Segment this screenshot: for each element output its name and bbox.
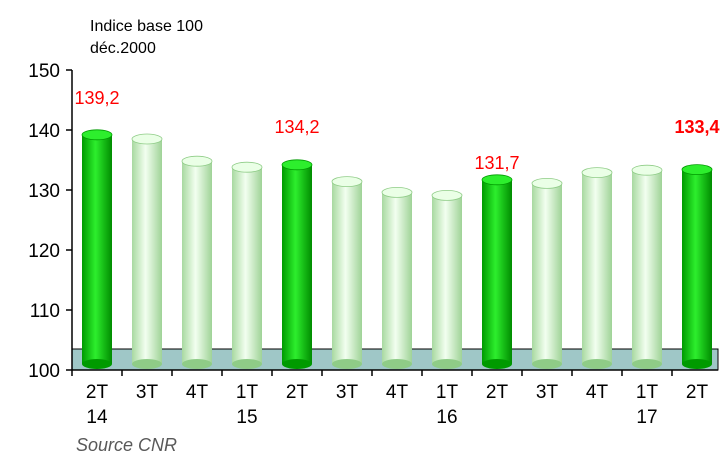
x-tick-label: 3T (536, 382, 559, 403)
bar-top (581, 167, 613, 179)
bar-top (231, 161, 263, 173)
bar-top (531, 177, 563, 189)
bar-top (281, 159, 313, 171)
bar (581, 167, 613, 369)
bar-body (632, 170, 662, 364)
bar-base (482, 359, 512, 369)
bar-top (131, 133, 163, 145)
bar (231, 161, 263, 369)
x-tick-label-year: 16 (436, 407, 457, 428)
x-tick-label: 2T (686, 382, 709, 403)
bar-body (482, 179, 512, 364)
bar-base (382, 359, 412, 369)
bar (81, 129, 113, 369)
bar-base (332, 359, 362, 369)
bar-body (382, 192, 412, 364)
data-label: 131,7 (474, 153, 519, 173)
bar-top (181, 155, 213, 167)
data-label: 139,2 (74, 88, 119, 108)
x-tick-label: 1T (636, 382, 659, 403)
bar (331, 176, 363, 369)
source-note: Source CNR (76, 435, 177, 455)
bar-top (331, 176, 363, 188)
y-unit-label-line1: Indice base 100 (90, 18, 203, 35)
bar-body (432, 195, 462, 364)
y-unit-label-line2: déc.2000 (90, 40, 156, 57)
bar-top (381, 186, 413, 198)
bar-top (681, 164, 713, 176)
bar-body (82, 134, 112, 364)
bar-base (582, 359, 612, 369)
bar (381, 186, 413, 369)
y-tick-label: 130 (28, 181, 60, 202)
bar-body (232, 167, 262, 364)
bar (681, 164, 713, 369)
bar (481, 174, 513, 369)
bar-body (532, 183, 562, 364)
bar-body (282, 164, 312, 364)
y-tick-label: 150 (28, 61, 60, 82)
bar (131, 133, 163, 369)
x-tick-label: 1T (436, 382, 459, 403)
bar (531, 177, 563, 369)
x-tick-label: 3T (336, 382, 359, 403)
bar-base (82, 359, 112, 369)
y-tick-label: 110 (30, 301, 60, 322)
x-tick-label-year: 17 (636, 407, 657, 428)
x-tick-label: 2T (86, 382, 109, 403)
bar-base (432, 359, 462, 369)
bar-top (81, 129, 113, 141)
bar (631, 164, 663, 369)
x-tick-label-year: 14 (86, 407, 108, 428)
bar (431, 189, 463, 369)
x-tick-label: 3T (136, 382, 159, 403)
bar-base (232, 359, 262, 369)
x-tick-label: 4T (586, 382, 609, 403)
bar-base (682, 359, 712, 369)
x-tick-label: 4T (186, 382, 209, 403)
y-tick-label: 100 (28, 361, 60, 382)
bar-body (132, 139, 162, 364)
x-tick-label: 4T (386, 382, 409, 403)
bar-base (532, 359, 562, 369)
bar-body (332, 181, 362, 364)
bar-top (481, 174, 513, 186)
x-tick-label: 1T (236, 382, 259, 403)
bar-body (182, 161, 212, 364)
bar-body (582, 172, 612, 364)
data-label: 134,2 (274, 117, 319, 137)
x-tick-label: 2T (486, 382, 509, 403)
bar-top (631, 164, 663, 176)
x-tick-label-year: 15 (236, 407, 257, 428)
bar-base (182, 359, 212, 369)
bar-base (632, 359, 662, 369)
x-tick-label: 2T (286, 382, 309, 403)
y-tick-label: 140 (28, 121, 60, 142)
bar (181, 155, 213, 369)
bar-top (431, 189, 463, 201)
bar-base (132, 359, 162, 369)
data-label: 133,4 (674, 117, 719, 137)
bar (281, 159, 313, 369)
bar-body (682, 169, 712, 364)
y-tick-label: 120 (28, 241, 60, 262)
bar-base (282, 359, 312, 369)
